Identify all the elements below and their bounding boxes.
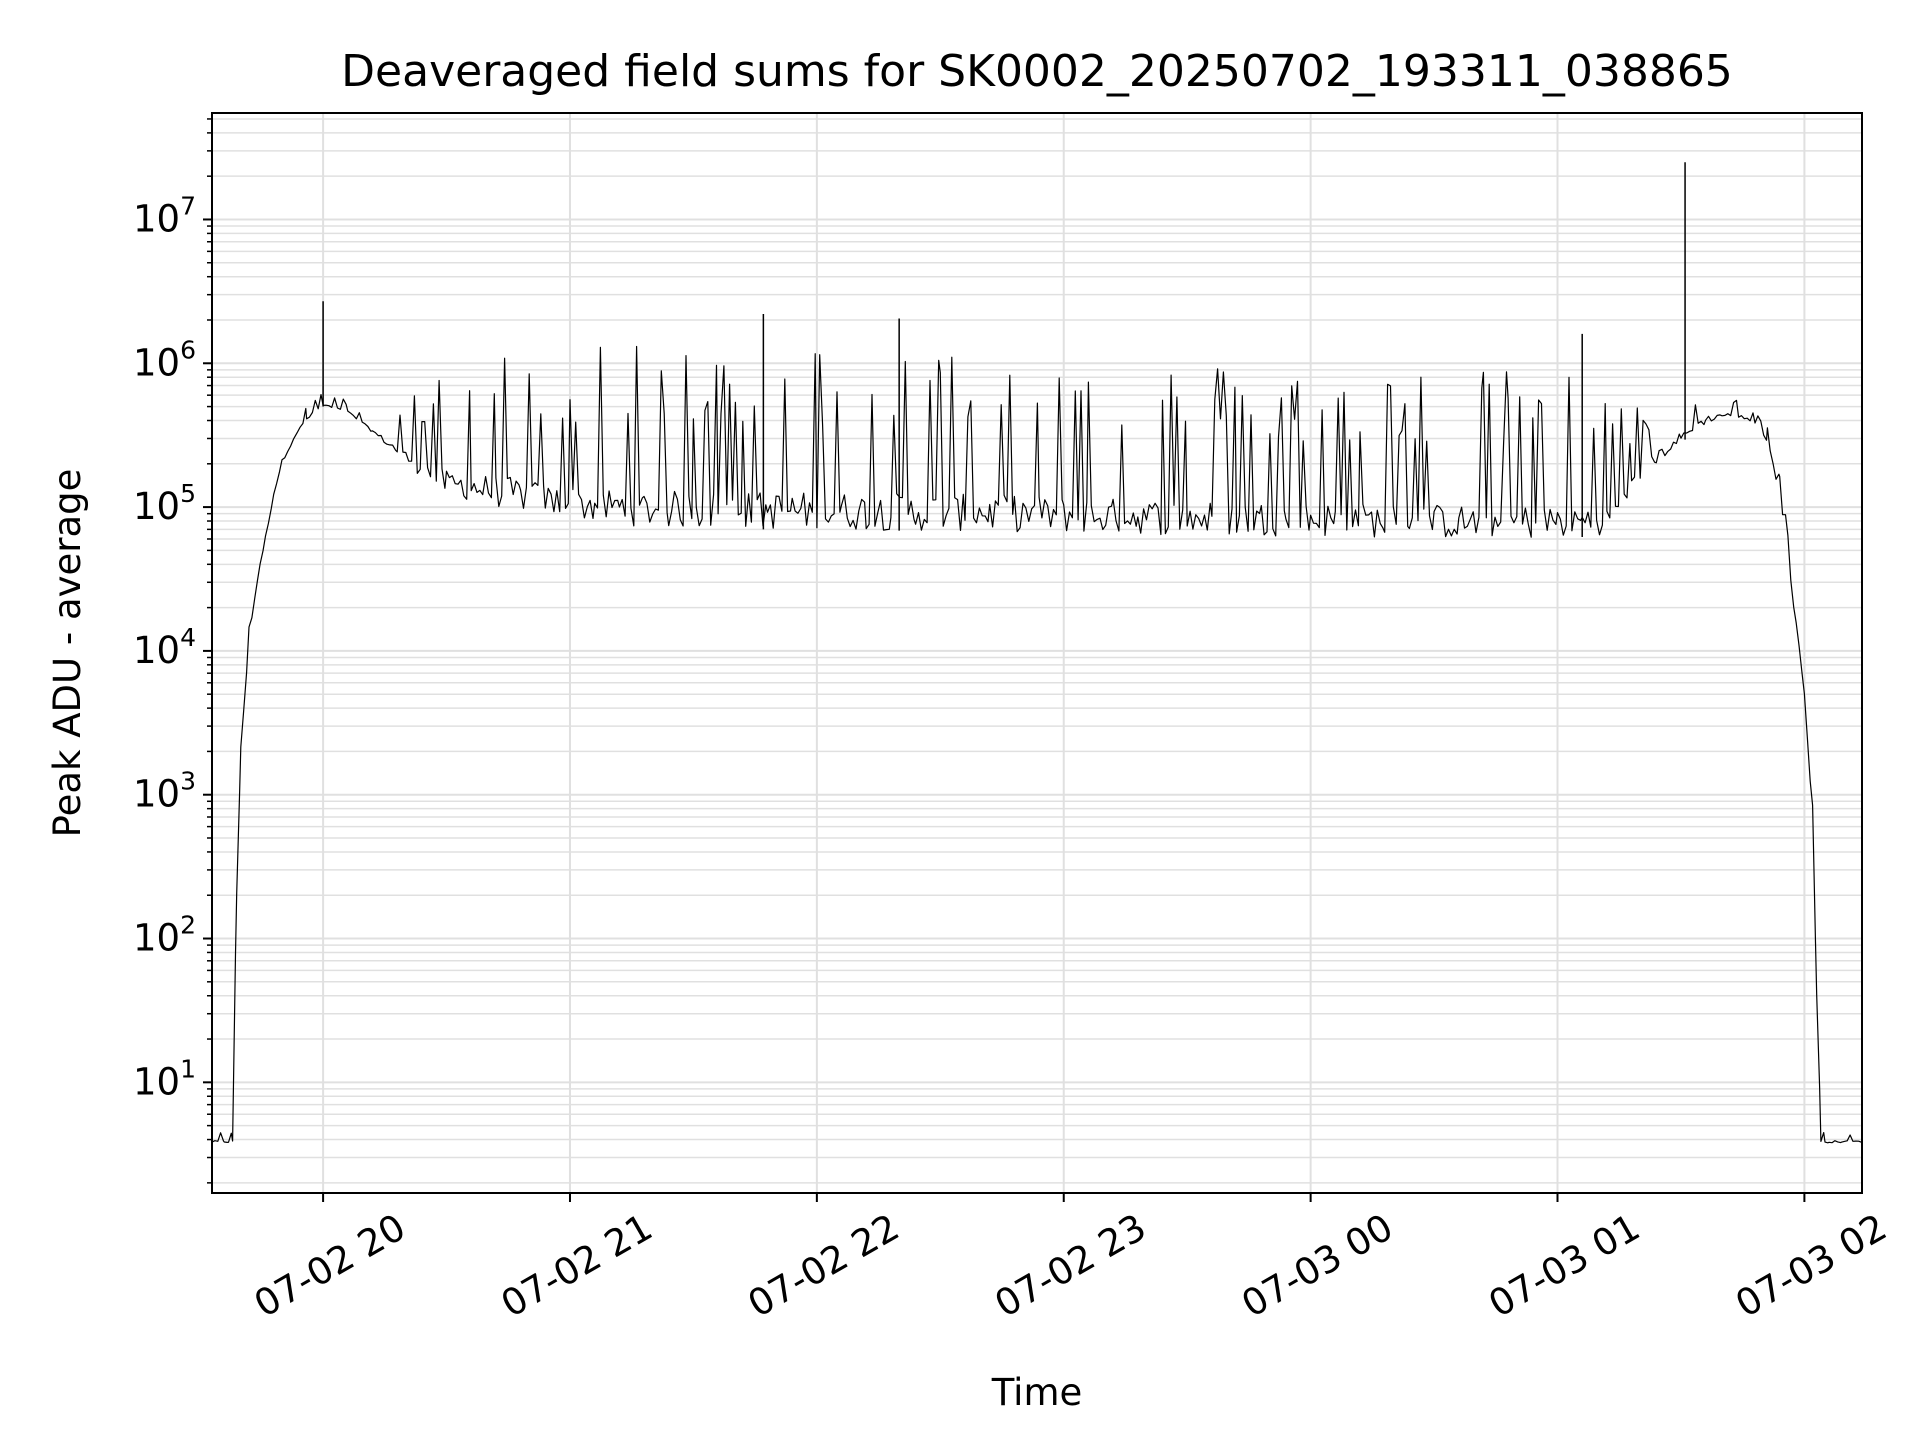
series-layer (211, 162, 1863, 1144)
grid (212, 113, 1862, 1193)
chart-title: Deaveraged field sums for SK0002_2025070… (341, 46, 1733, 97)
y-tick-label: 103 (133, 767, 196, 816)
x-axis-label: Time (991, 1371, 1083, 1414)
y-tick-label: 104 (133, 623, 196, 672)
y-tick-label: 106 (133, 335, 196, 384)
y-axis-label: Peak ADU - average (46, 469, 89, 838)
y-tick-label: 107 (133, 191, 196, 240)
series-line (211, 345, 1863, 1144)
axes-frame (211, 112, 1863, 1194)
y-tick-label: 102 (133, 911, 196, 960)
y-tick-label: 105 (133, 479, 196, 528)
y-tick-label: 101 (133, 1054, 196, 1103)
